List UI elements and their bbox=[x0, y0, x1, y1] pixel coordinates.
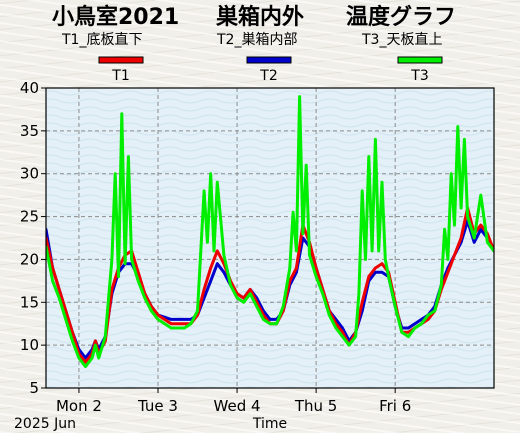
y-tick-label-20: 20 bbox=[20, 250, 39, 268]
x-tick-label-4: Fri 6 bbox=[379, 397, 411, 415]
legend-desc-t2: T2_巣箱内部 bbox=[216, 32, 297, 48]
legend: T1_底板直下 T2_巣箱内部 T3_天板直上 T1 T2 T3 bbox=[61, 31, 443, 84]
x-axis: Mon 2 Tue 3 Wed 4 Thu 5 Fri 6 bbox=[56, 388, 411, 415]
y-tick-label-30: 30 bbox=[20, 165, 39, 183]
chart-title-kind: 温度グラフ bbox=[346, 4, 456, 30]
x-tick-label-1: Tue 3 bbox=[137, 397, 178, 415]
y-tick-label-35: 35 bbox=[20, 122, 39, 140]
date-caption: 2025 Jun bbox=[14, 416, 76, 432]
series-line-t3 bbox=[46, 95, 494, 369]
y-tick-label-10: 10 bbox=[20, 336, 39, 354]
y-tick-label-5: 5 bbox=[29, 379, 39, 397]
legend-swatch-t1 bbox=[98, 56, 144, 64]
chart-title-subject: 巣箱内外 bbox=[215, 4, 304, 30]
y-tick-label-40: 40 bbox=[20, 79, 39, 97]
series-layer bbox=[46, 95, 494, 369]
y-tick-label-25: 25 bbox=[20, 208, 39, 226]
grid-lines bbox=[46, 88, 494, 388]
x-axis-label: Time bbox=[252, 416, 287, 432]
legend-desc-t3: T3_天板直上 bbox=[361, 31, 442, 48]
x-tick-label-0: Mon 2 bbox=[56, 397, 102, 415]
plot-frame bbox=[45, 87, 495, 389]
legend-swatch-t3 bbox=[397, 56, 443, 64]
y-tick-label-15: 15 bbox=[20, 293, 39, 311]
chart-title-place: 小鳥室2021 bbox=[52, 4, 179, 30]
legend-code-t1: T1 bbox=[111, 68, 129, 84]
x-tick-label-3: Thu 5 bbox=[294, 397, 338, 415]
legend-code-t2: T2 bbox=[259, 68, 277, 84]
y-axis: 5 10 15 20 25 30 35 40 bbox=[20, 79, 46, 397]
x-tick-label-2: Wed 4 bbox=[214, 397, 261, 415]
legend-desc-t1: T1_底板直下 bbox=[61, 31, 142, 48]
legend-code-t3: T3 bbox=[410, 68, 428, 84]
legend-swatch-t2 bbox=[246, 56, 292, 64]
